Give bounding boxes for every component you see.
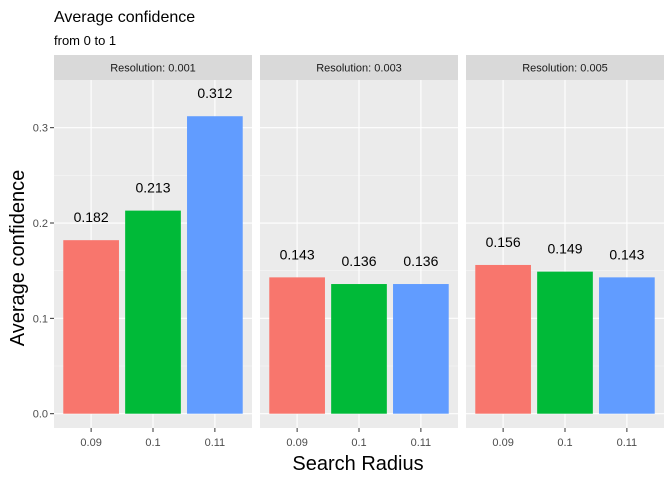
bar	[63, 240, 119, 414]
x-tick-label: 0.11	[411, 437, 432, 449]
x-tick-label: 0.09	[286, 437, 307, 449]
facet-strip-label: Resolution: 0.003	[316, 63, 402, 75]
x-tick-label: 0.1	[351, 437, 366, 449]
bar	[599, 277, 655, 414]
facet-panel: Resolution: 0.001 0.182 0.213 0.312 0.09 0.1 0…	[54, 55, 252, 449]
data-label: 0.149	[547, 241, 582, 257]
data-label: 0.143	[609, 246, 644, 262]
facet-strip	[466, 55, 664, 80]
data-label: 0.143	[280, 246, 315, 262]
y-axis-ticks: 0.0 0.1 0.2 0.3	[33, 123, 54, 421]
bar	[393, 284, 449, 414]
bar	[187, 116, 243, 414]
facet-panels: Resolution: 0.001 0.182 0.213 0.312 0.09 0.1 0…	[54, 55, 664, 449]
facet-strip-label: Resolution: 0.001	[110, 63, 196, 75]
data-label: 0.156	[486, 234, 521, 250]
data-label: 0.136	[341, 253, 376, 269]
data-label: 0.213	[135, 180, 170, 196]
data-label: 0.182	[74, 209, 109, 225]
y-tick-label: 0.0	[33, 409, 48, 421]
y-tick-label: 0.3	[33, 123, 48, 135]
data-label: 0.136	[403, 253, 438, 269]
facet-panel: Resolution: 0.003 0.143 0.136 0.136 0.09 0.1 0…	[260, 55, 458, 449]
x-axis-title: Search Radius	[292, 453, 423, 475]
bar	[475, 264, 531, 414]
y-axis-title: Average confidence	[7, 170, 29, 346]
bar	[331, 284, 387, 414]
bar	[125, 210, 181, 414]
facet-strip	[54, 55, 252, 80]
x-tick-label: 0.1	[557, 437, 572, 449]
facet-panel: Resolution: 0.005 0.156 0.149 0.143 0.09 0.1 0…	[466, 55, 664, 449]
x-tick-label: 0.1	[145, 437, 160, 449]
x-tick-label: 0.09	[492, 437, 513, 449]
x-tick-label: 0.11	[617, 437, 638, 449]
y-tick-label: 0.1	[33, 313, 48, 325]
chart-title: Average confidence	[54, 9, 195, 26]
data-label: 0.312	[197, 85, 232, 101]
facet-strip	[260, 55, 458, 80]
y-tick-label: 0.2	[33, 218, 48, 230]
facet-strip-label: Resolution: 0.005	[522, 63, 608, 75]
bar	[269, 277, 325, 414]
bar	[537, 271, 593, 414]
chart-subtitle: from 0 to 1	[54, 33, 116, 48]
x-tick-label: 0.09	[80, 437, 101, 449]
x-tick-label: 0.11	[205, 437, 226, 449]
